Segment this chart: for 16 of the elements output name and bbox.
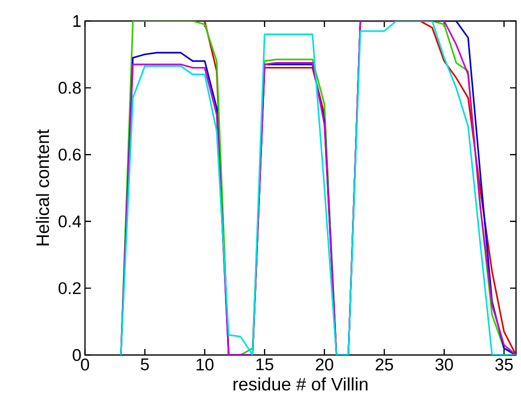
y-tick-label: 0.2 xyxy=(58,282,81,294)
x-tick-label: 15 xyxy=(256,358,274,370)
x-tick-label: 30 xyxy=(435,358,453,371)
x-tick-label: 25 xyxy=(376,358,394,371)
y-tick-label: 1 xyxy=(73,15,81,27)
y-tick-label: 0.6 xyxy=(58,148,81,161)
x-tick-label: 5 xyxy=(140,358,149,370)
x-tick-label: 20 xyxy=(316,358,334,371)
x-axis-title: residue # of Villin xyxy=(234,377,368,391)
y-axis-title: Helical content xyxy=(36,129,50,246)
x-tick-label: 35 xyxy=(495,358,513,371)
y-tick-label: 0.4 xyxy=(58,215,81,228)
y-tick-label: 0 xyxy=(72,349,81,361)
y-tick-label: 0.8 xyxy=(58,82,81,94)
x-tick-label: 0 xyxy=(80,358,90,371)
x-tick-label: 10 xyxy=(196,358,214,371)
